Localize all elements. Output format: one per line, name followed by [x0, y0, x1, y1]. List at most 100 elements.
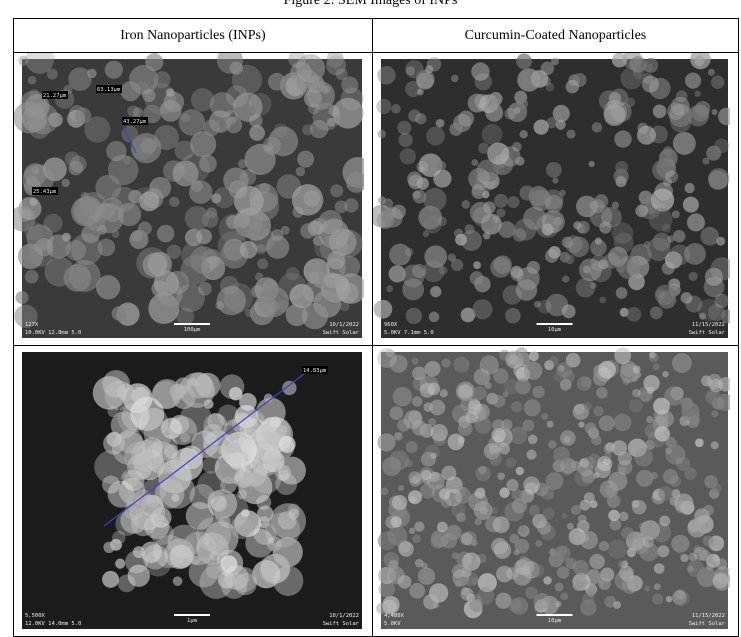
- particle: [714, 294, 728, 308]
- particle: [643, 58, 658, 73]
- particle: [427, 383, 440, 396]
- particle: [75, 107, 91, 123]
- particle: [551, 57, 559, 65]
- particle: [681, 292, 693, 304]
- particle: [95, 175, 121, 201]
- particle: [612, 201, 619, 208]
- particle: [653, 398, 670, 415]
- particle: [131, 440, 163, 472]
- particle: [175, 377, 191, 393]
- particle: [515, 156, 524, 165]
- particle: [240, 169, 256, 185]
- particle: [654, 583, 661, 590]
- particle: [499, 350, 510, 361]
- particle: [634, 448, 653, 467]
- particle: [24, 222, 43, 241]
- particle: [639, 135, 647, 143]
- particle: [647, 387, 654, 394]
- particle: [169, 197, 179, 207]
- particle: [589, 554, 604, 569]
- page: Figure 2: SEM Images of INPs Iron Nanopa…: [0, 0, 741, 621]
- particle: [688, 553, 697, 562]
- particle: [598, 361, 616, 379]
- particle: [278, 457, 306, 485]
- particle: [584, 402, 592, 410]
- particle: [547, 492, 554, 499]
- particle: [191, 88, 214, 111]
- particle: [413, 190, 427, 204]
- particle: [460, 385, 469, 394]
- particle: [553, 217, 562, 226]
- figure-table: Iron Nanoparticles (INPs) Curcumin-Coate…: [13, 18, 739, 637]
- particle: [458, 436, 465, 443]
- particle: [710, 441, 718, 449]
- particle: [492, 395, 505, 408]
- particle: [526, 450, 536, 460]
- particle: [282, 381, 296, 395]
- particle: [578, 515, 587, 524]
- particle: [377, 433, 395, 451]
- particle: [377, 130, 385, 138]
- particle: [100, 198, 124, 222]
- particle: [138, 222, 152, 236]
- particle: [48, 112, 63, 127]
- particle: [341, 76, 358, 93]
- magnification: 127X: [25, 322, 39, 328]
- particle: [615, 161, 628, 174]
- particle: [657, 545, 669, 557]
- particle: [418, 567, 435, 584]
- particle: [709, 379, 723, 393]
- particle: [402, 265, 425, 288]
- particle: [22, 106, 48, 132]
- particle: [142, 89, 155, 102]
- particle: [484, 382, 491, 389]
- particle: [112, 306, 126, 320]
- particle: [542, 507, 554, 519]
- particle: [458, 110, 474, 126]
- particle: [588, 161, 594, 167]
- particle: [579, 258, 602, 281]
- particle: [490, 257, 511, 278]
- particle: [675, 590, 685, 600]
- particle: [377, 66, 395, 84]
- particle: [571, 505, 581, 515]
- particle: [644, 586, 650, 592]
- particle: [629, 399, 643, 413]
- particle: [599, 541, 609, 551]
- particle: [166, 88, 174, 96]
- particle: [635, 205, 648, 218]
- particle: [618, 561, 625, 568]
- particle: [578, 421, 584, 427]
- particle: [534, 593, 551, 610]
- particle: [589, 426, 597, 434]
- particle: [482, 124, 503, 145]
- particle: [411, 358, 418, 365]
- particle: [506, 457, 517, 468]
- particle: [590, 282, 597, 289]
- particle: [468, 400, 482, 414]
- date: 11/15/2022: [692, 322, 725, 328]
- particle: [47, 69, 58, 80]
- particle: [444, 489, 461, 506]
- particle: [480, 355, 499, 374]
- particle: [431, 453, 437, 459]
- particle: [326, 55, 346, 75]
- particle: [330, 184, 343, 197]
- particle: [548, 440, 557, 449]
- particle: [512, 142, 522, 152]
- particle: [674, 493, 693, 512]
- particle: [559, 252, 570, 263]
- particle: [423, 260, 445, 282]
- particle: [561, 513, 567, 519]
- particle: [203, 120, 220, 137]
- particle: [234, 186, 264, 216]
- particle: [15, 291, 28, 304]
- particle: [391, 104, 401, 114]
- particle: [573, 560, 589, 576]
- particle: [73, 196, 103, 226]
- particle: [398, 575, 412, 589]
- particle: [565, 80, 578, 93]
- particle: [711, 76, 724, 89]
- particle: [217, 286, 246, 315]
